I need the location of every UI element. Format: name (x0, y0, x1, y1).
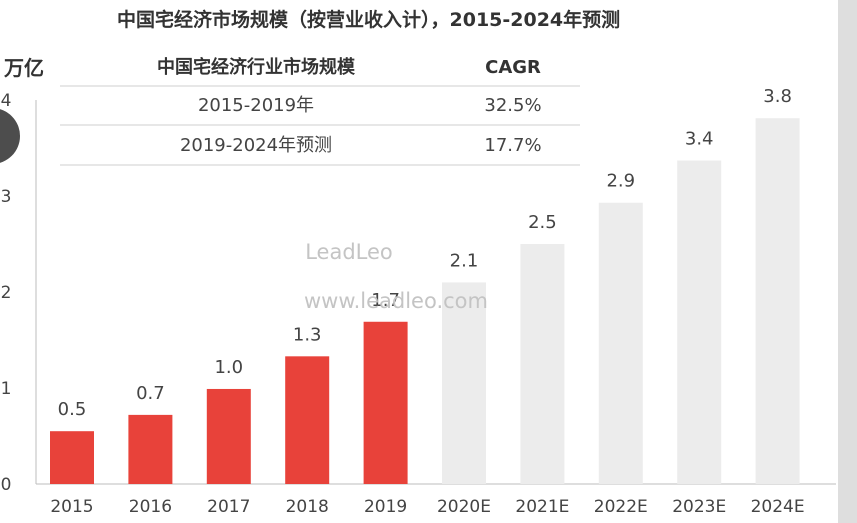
table-header-cagr: CAGR (485, 57, 541, 78)
x-tick-label: 2021E (515, 497, 569, 517)
x-axis: 2015 2016 2017 2018 2019 2020E 2021E 2022E 2023E… (50, 497, 804, 517)
x-tick-label: 2018 (286, 497, 329, 517)
data-label: 2.9 (606, 171, 635, 192)
data-label: 3.4 (685, 128, 714, 149)
table-row-cagr: 17.7% (484, 135, 541, 156)
bar (206, 388, 251, 484)
overlay-control-button[interactable] (0, 108, 20, 164)
bar-chart: 中国宅经济市场规模（按营业收入计），2015-2024年预测 万亿 01234 … (1, 8, 836, 517)
watermark-logo: LeadLeo (305, 240, 393, 264)
data-label: 1.7 (371, 290, 400, 311)
x-tick-label: 2019 (364, 497, 407, 517)
table-header-metric: 中国宅经济行业市场规模 (157, 56, 356, 78)
watermark-url: www.leadleo.com (304, 289, 488, 313)
data-label: 3.8 (763, 86, 792, 107)
bars (50, 118, 800, 485)
table-row-period: 2019-2024年预测 (180, 135, 332, 156)
bar (128, 414, 173, 484)
cagr-table: 中国宅经济行业市场规模 CAGR 2015-2019年 32.5% 2019-2… (60, 56, 580, 166)
table-row-cagr: 32.5% (484, 95, 541, 116)
bar (677, 160, 722, 485)
y-tick-label: 4 (1, 91, 12, 111)
side-panel (838, 0, 857, 523)
data-label: 2.1 (450, 250, 479, 271)
x-tick-label: 2024E (751, 497, 805, 517)
data-labels: 0.5 0.7 1.0 1.3 1.7 2.1 2.5 2.9 3.4 3.8 (58, 86, 792, 420)
data-label: 0.7 (136, 383, 165, 404)
y-tick-label: 1 (1, 379, 12, 399)
bar (50, 431, 94, 484)
bar (755, 118, 800, 485)
bar (442, 282, 486, 484)
bar (363, 321, 408, 484)
x-tick-label: 2022E (594, 497, 648, 517)
bar (520, 244, 565, 484)
chart-title: 中国宅经济市场规模（按营业收入计），2015-2024年预测 (117, 8, 620, 31)
bar (285, 356, 330, 484)
x-tick-label: 2023E (672, 497, 726, 517)
y-axis-unit: 万亿 (3, 56, 44, 80)
table-row-period: 2015-2019年 (198, 95, 314, 116)
x-tick-label: 2016 (129, 497, 172, 517)
data-label: 2.5 (528, 212, 557, 233)
bar (598, 202, 643, 484)
data-label: 0.5 (58, 399, 87, 420)
x-tick-label: 2020E (437, 497, 491, 517)
y-tick-label: 0 (1, 475, 12, 495)
y-axis: 0 1 2 3 4 (1, 91, 12, 495)
x-tick-label: 2015 (50, 497, 93, 517)
y-tick-label: 2 (1, 283, 12, 303)
x-tick-label: 2017 (207, 497, 250, 517)
data-label: 1.3 (293, 324, 322, 345)
data-label: 1.0 (214, 357, 243, 378)
y-tick-label: 3 (1, 187, 12, 207)
